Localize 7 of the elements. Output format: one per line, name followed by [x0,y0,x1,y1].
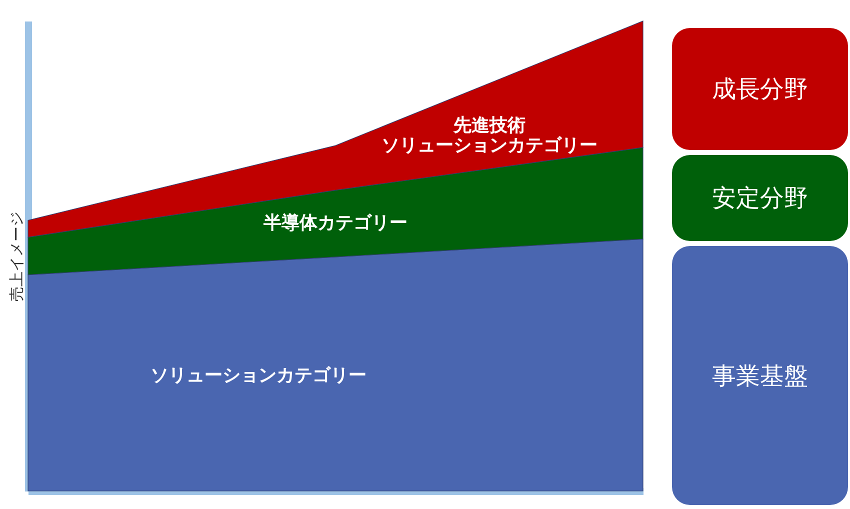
series-label: ソリューションカテゴリー [150,365,367,386]
y-axis-title: 売上イメージ [8,212,26,302]
text: 事業基盤 [672,246,848,505]
series-label: 先進技術ソリューションカテゴリー [381,115,598,156]
text: 安定分野 [672,155,848,241]
series-label: 半導体カテゴリー [262,212,408,234]
text: 成長分野 [672,28,848,150]
